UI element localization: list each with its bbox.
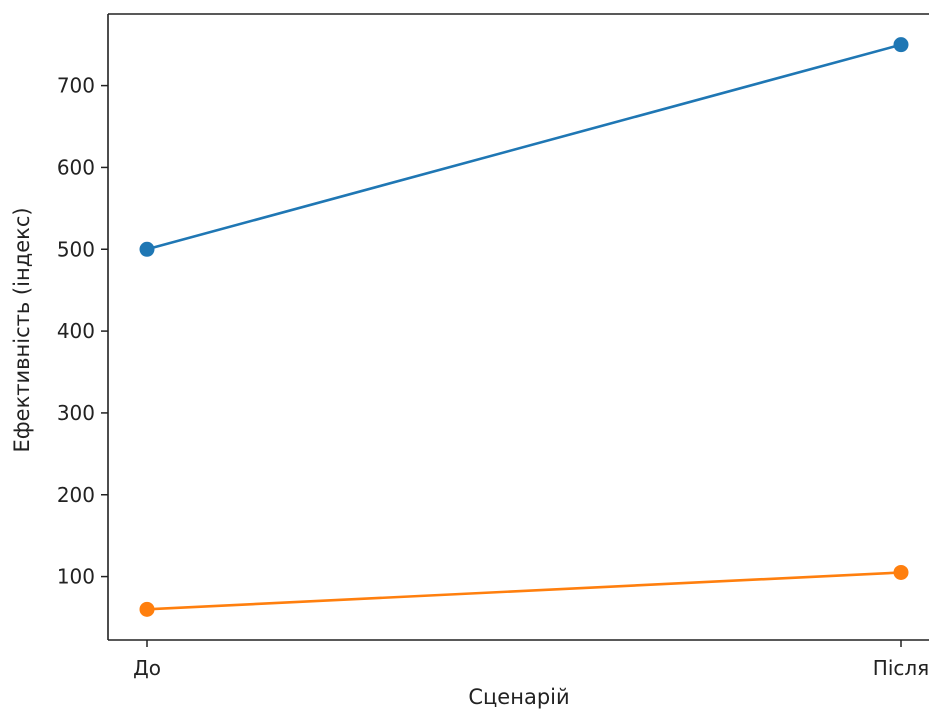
y-tick-label: 100 — [57, 565, 95, 589]
y-tick-label: 700 — [57, 74, 95, 98]
x-tick-label: До — [133, 656, 161, 680]
y-tick-label: 300 — [57, 401, 95, 425]
series-line-1 — [146, 43, 902, 251]
y-tick-label: 200 — [57, 483, 95, 507]
data-point — [139, 241, 155, 257]
x-axis-ticks: До Після — [133, 640, 929, 680]
data-point — [893, 564, 909, 580]
y-tick-label: 500 — [57, 237, 95, 261]
series-layer — [139, 37, 909, 617]
y-axis-ticks: 100 200 300 400 500 600 700 — [57, 74, 108, 589]
axes-frame — [107, 13, 929, 641]
x-axis-label: Сценарій — [468, 685, 569, 709]
x-tick-label: Після — [873, 656, 929, 680]
data-point — [139, 601, 155, 617]
y-axis-label: Ефективність (індекс) — [10, 207, 34, 452]
data-point — [893, 37, 909, 53]
series-line-2 — [146, 571, 902, 611]
y-tick-label: 600 — [57, 155, 95, 179]
y-tick-label: 400 — [57, 319, 95, 343]
